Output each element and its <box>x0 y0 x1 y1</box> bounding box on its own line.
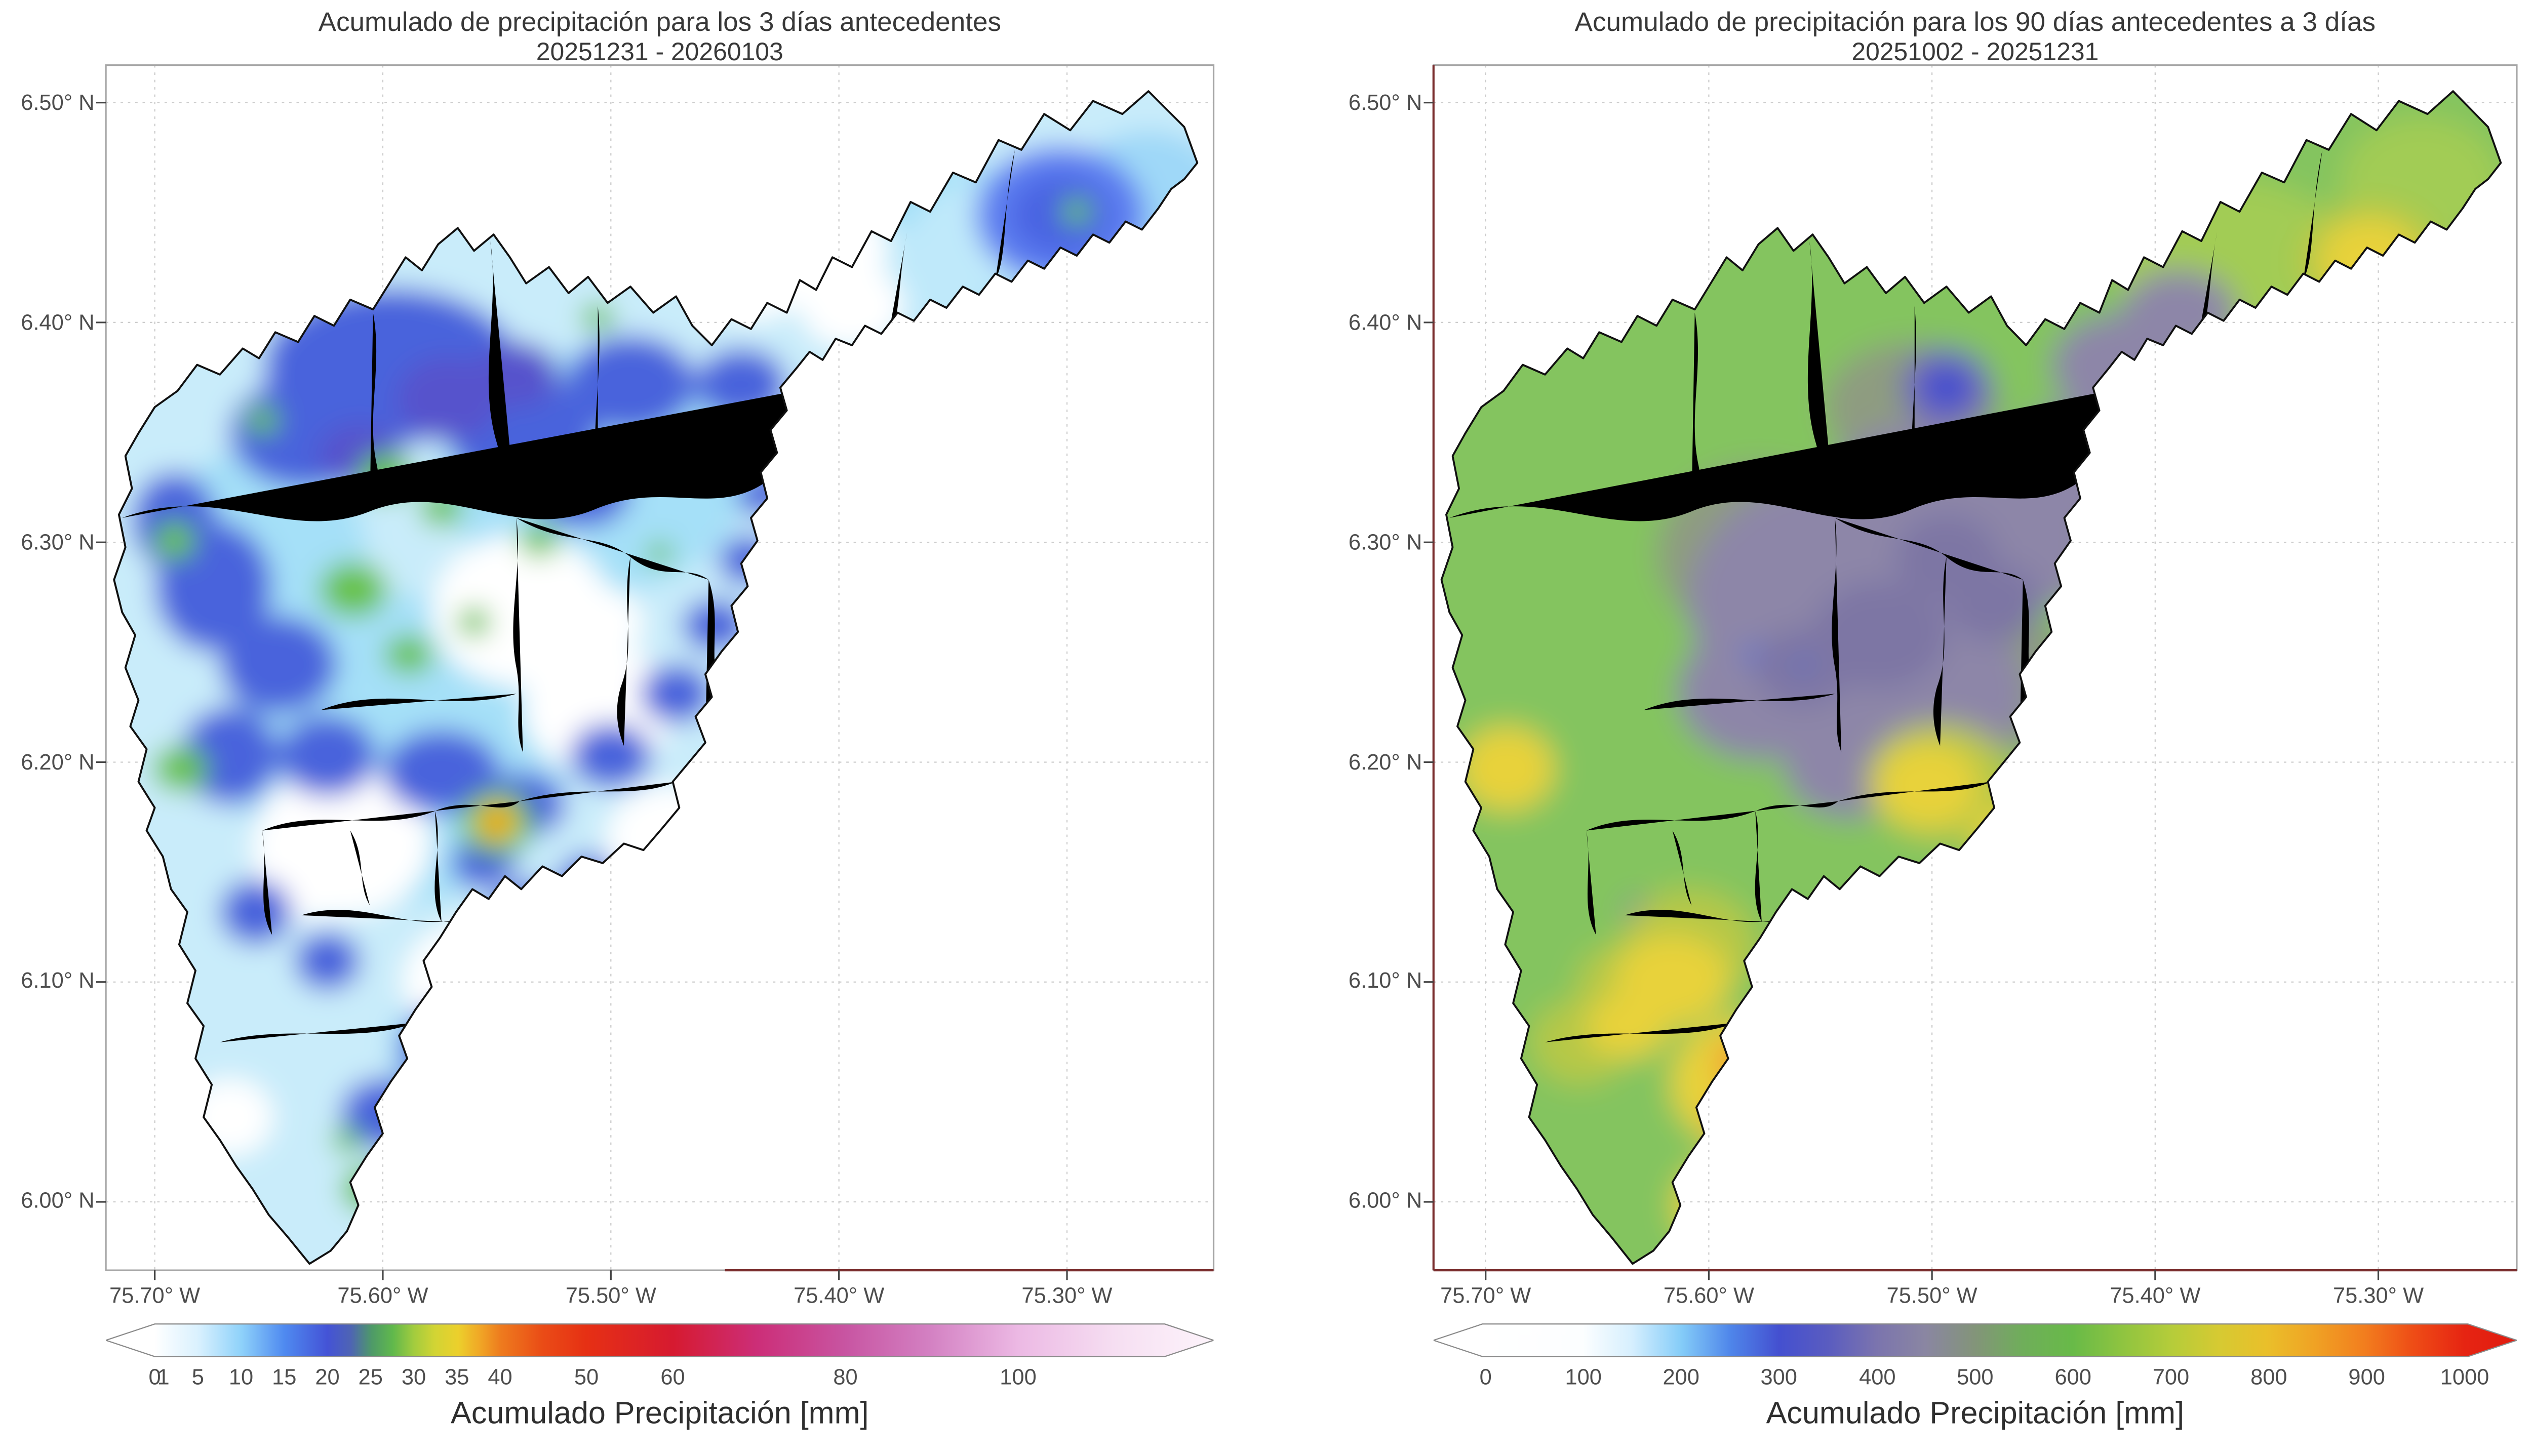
x-tick-label: 75.60° W <box>337 1283 428 1308</box>
colorbar-label: Acumulado Precipitación [mm] <box>1766 1397 2185 1432</box>
x-tick-label: 75.30° W <box>2332 1283 2424 1308</box>
panel-subtitle: 20251002 - 20251231 <box>1851 39 2099 67</box>
y-tick-label: 6.40° N <box>21 310 95 335</box>
colorbar-tick-label: 60 <box>660 1364 685 1389</box>
panel-title: Acumulado de precipitación para los 90 d… <box>1574 8 2376 37</box>
map-precip-3-days <box>96 64 1215 1280</box>
x-tick-label: 75.40° W <box>2110 1283 2201 1308</box>
plot-border <box>105 64 1215 1271</box>
precip-field-3-days <box>114 91 1198 1264</box>
y-tick-label: 6.20° N <box>1348 750 1422 775</box>
y-tick-label: 6.10° N <box>1348 968 1422 993</box>
y-tick-label: 6.30° N <box>1348 530 1422 555</box>
colorbar-tick-label: 20 <box>315 1364 340 1389</box>
colorbar-tick-label: 800 <box>2250 1364 2287 1389</box>
colorbar-precip-90-days <box>1433 1323 2517 1357</box>
precip-field-90-days <box>1441 91 2501 1264</box>
y-tick-label: 6.50° N <box>1348 90 1422 115</box>
colorbar-tick-label: 0 <box>148 1364 161 1389</box>
axis-ticks <box>96 102 1068 1280</box>
colorbar-tick-label: 300 <box>1760 1364 1797 1389</box>
colorbar-tick-label: 25 <box>358 1364 383 1389</box>
colorbar-label: Acumulado Precipitación [mm] <box>451 1397 869 1432</box>
panel-title: Acumulado de precipitación para los 3 dí… <box>318 8 1002 37</box>
colorbar-tick-label: 35 <box>445 1364 469 1389</box>
x-tick-label: 75.60° W <box>1663 1283 1754 1308</box>
y-tick-label: 6.40° N <box>1348 310 1422 335</box>
colorbar-gradient <box>106 1323 1214 1357</box>
colorbar-tick-label: 400 <box>1859 1364 1896 1389</box>
y-tick-label: 6.50° N <box>21 90 95 115</box>
colorbar-tick-label: 0 <box>1479 1364 1492 1389</box>
colorbar-tick-label: 200 <box>1663 1364 1699 1389</box>
x-tick-label: 75.70° W <box>1440 1283 1531 1308</box>
colorbar-tick-label: 500 <box>1957 1364 1994 1389</box>
axis-ticks <box>1423 102 2380 1280</box>
colorbar-tick-label: 5 <box>191 1364 204 1389</box>
y-tick-label: 6.30° N <box>21 530 95 555</box>
colorbar-tick-label: 1 <box>157 1364 170 1389</box>
colorbar-tick-label: 100 <box>1000 1364 1037 1389</box>
colorbar-tick-label: 30 <box>401 1364 426 1389</box>
y-tick-label: 6.00° N <box>21 1188 95 1212</box>
x-tick-label: 75.40° W <box>794 1283 885 1308</box>
colorbar-tick-label: 80 <box>833 1364 858 1389</box>
x-tick-label: 75.30° W <box>1021 1283 1113 1308</box>
x-tick-label: 75.50° W <box>1886 1283 1977 1308</box>
colorbar-tick-label: 10 <box>228 1364 254 1389</box>
y-tick-label: 6.00° N <box>1348 1188 1422 1212</box>
colorbar-gradient <box>1433 1323 2517 1357</box>
colorbar-tick-label: 700 <box>2152 1364 2190 1389</box>
y-tick-label: 6.10° N <box>21 968 95 993</box>
colorbar-tick-label: 40 <box>488 1364 512 1389</box>
colorbar-precip-3-days <box>106 1323 1214 1357</box>
x-tick-label: 75.70° W <box>109 1283 201 1308</box>
colorbar-tick-label: 15 <box>272 1364 297 1389</box>
colorbar-tick-label: 600 <box>2054 1364 2091 1389</box>
colorbar-tick-label: 100 <box>1565 1364 1602 1389</box>
colorbar-tick-label: 900 <box>2348 1364 2385 1389</box>
colorbar-tick-label: 1000 <box>2440 1364 2489 1389</box>
panel-subtitle: 20251231 - 20260103 <box>536 39 783 67</box>
y-tick-label: 6.20° N <box>21 750 95 775</box>
x-tick-label: 75.50° W <box>565 1283 656 1308</box>
colorbar-tick-label: 50 <box>574 1364 599 1389</box>
map-precip-90-days <box>1423 64 2518 1280</box>
